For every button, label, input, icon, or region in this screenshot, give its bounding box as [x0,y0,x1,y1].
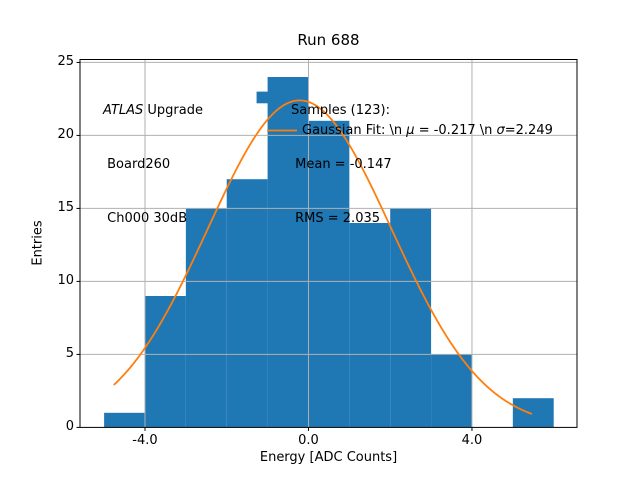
text-run: Gaussian Fit: \n [302,123,407,138]
x-tick-label: 4.0 [461,433,483,448]
histogram-bar [349,223,391,428]
detector-annotation-line3: Ch000 30dB [103,211,188,226]
detector-annotation-line1: ATLAS Upgrade [103,102,203,120]
overlay-patch [256,91,269,104]
y-tick-label: 15 [57,200,74,216]
x-axis-label: Energy [ADC Counts] [259,450,398,465]
histogram-bar [226,179,268,428]
stats-annotation-rms: RMS = 2.035 [291,211,381,226]
legend-entry-gaussian-fit: Gaussian Fit: \n μ = -0.217 \n σ=2.249 [302,123,553,138]
text-run: = -0.217 \n [414,123,497,138]
gaussian-fit-curve [113,99,533,415]
y-tick-label: 25 [57,54,74,70]
y-tick-label: 20 [57,127,74,143]
x-tick-label: -4.0 [132,433,158,448]
histogram-bar [144,296,186,428]
text-run: Upgrade [143,103,203,118]
histogram-bar [104,412,145,428]
histogram-bar [390,208,432,428]
histogram-bar [512,398,554,428]
x-tick-label: 0.0 [298,433,319,448]
stats-annotation: Samples (123): Mean = -0.147 RMS = 2.035 [291,66,392,264]
y-tick-label: 10 [57,273,74,289]
stats-annotation-samples: Samples (123): [291,103,390,118]
y-tick-label: 0 [65,419,74,435]
histogram-bar [431,354,472,428]
axes-spines [79,59,578,428]
detector-annotation-line2: Board260 [103,157,171,172]
italic-symbol: μ [406,123,415,138]
italic-symbol: ATLAS [103,103,144,118]
histogram-bar [308,120,350,428]
chart-title: Run 688 [297,31,360,49]
histogram-bar [185,208,227,428]
detector-annotation: ATLAS Upgrade Board260 Ch000 30dB [103,66,203,264]
italic-symbol: σ [496,123,505,138]
stats-annotation-mean: Mean = -0.147 [291,157,392,172]
y-tick-label: 5 [65,346,74,362]
y-axis-label: Entries [30,220,46,266]
text-run: =2.249 [504,123,553,138]
